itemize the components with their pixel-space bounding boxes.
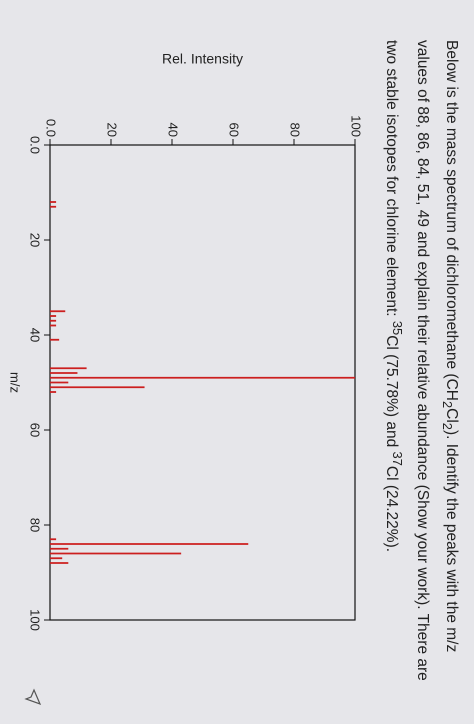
y-tick-label: 40 xyxy=(166,123,181,137)
x-tick-label: 20 xyxy=(28,233,43,247)
superscript: 37 xyxy=(389,451,405,466)
y-tick-label: 80 xyxy=(288,123,303,137)
x-tick-label: 80 xyxy=(28,518,43,532)
y-axis-label: Rel. Intensity xyxy=(162,51,243,67)
x-axis-label: m/z xyxy=(8,372,23,393)
plot-frame xyxy=(49,144,356,621)
x-tick-label: 40 xyxy=(28,328,43,342)
x-tick-label: 100 xyxy=(28,609,43,631)
question-part: Cl xyxy=(443,408,460,423)
question-part: Cl (75.78%) and xyxy=(382,335,400,452)
subscript: 2 xyxy=(439,422,455,430)
y-tick-label: 60 xyxy=(227,123,242,137)
y-tick-label: 100 xyxy=(349,115,364,137)
superscript: 35 xyxy=(389,320,405,336)
question-part: Below is the mass spectrum of dichlorome… xyxy=(443,40,460,401)
x-tick-label: 60 xyxy=(28,423,43,437)
y-tick-label: 20 xyxy=(105,123,120,137)
question-part: Cl (24.22%). xyxy=(382,465,400,553)
x-tick-label: 0.0 xyxy=(28,136,43,154)
question-text: Below is the mass spectrum of dichlorome… xyxy=(379,40,464,700)
y-tick-label: 0.0 xyxy=(44,119,59,137)
cursor-icon xyxy=(24,688,42,706)
